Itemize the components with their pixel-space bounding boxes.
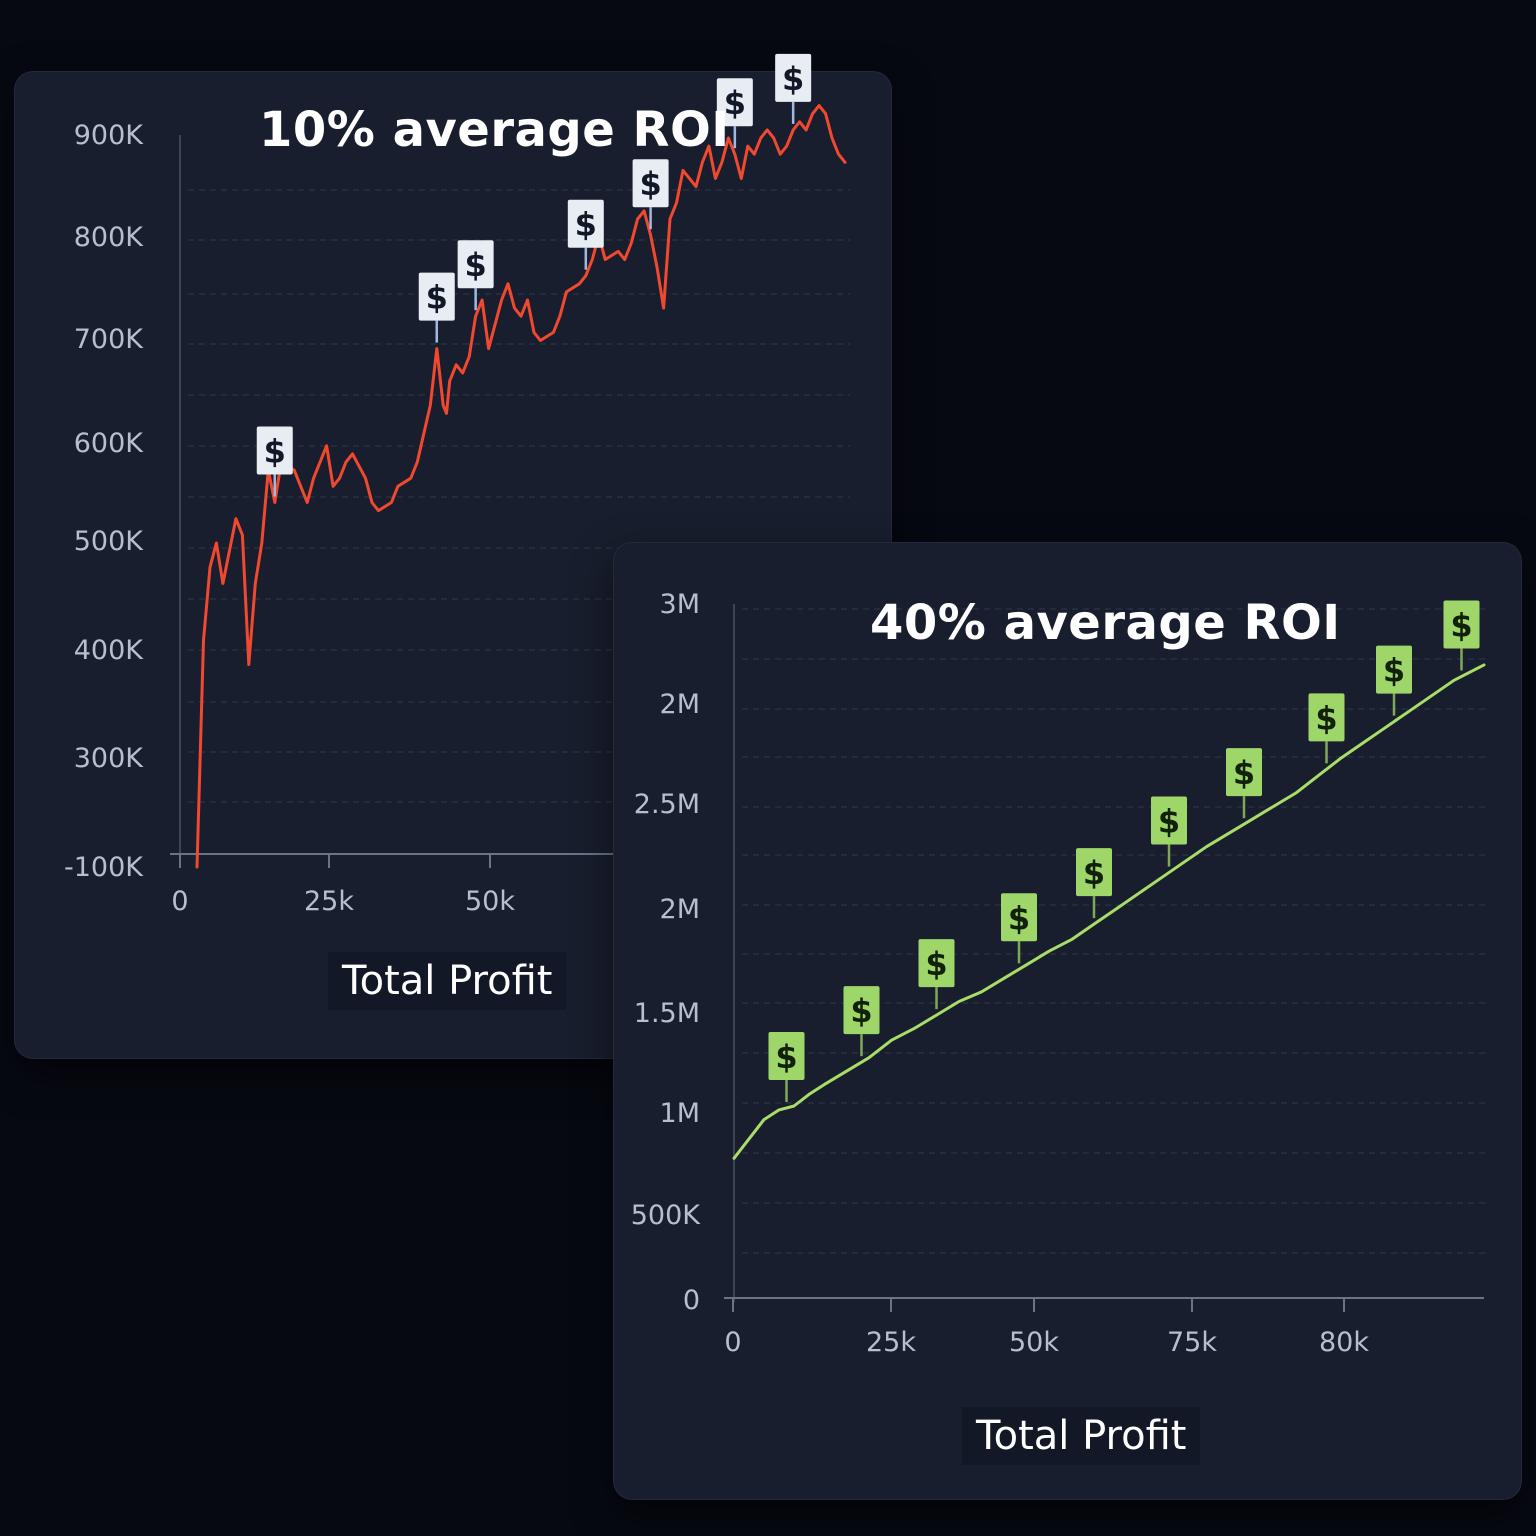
dollar-marker: $ xyxy=(1076,848,1112,919)
marker-label: $ xyxy=(465,246,487,284)
marker-label: $ xyxy=(639,165,661,203)
dollar-sign-icon xyxy=(768,1031,805,1080)
x-tick-label: 0 xyxy=(724,1327,741,1358)
x-tick-label: 50k xyxy=(1009,1327,1059,1358)
marker-label: $ xyxy=(1158,803,1180,841)
y-tick-label: 500K xyxy=(631,1200,702,1231)
dollar-marker: $ xyxy=(1376,645,1412,716)
series-line xyxy=(732,663,1486,1160)
chart-10-roi-plot: -100K 300K 400K 500K 600K 700K 800K 900K 0 25k 50k… xyxy=(64,53,850,917)
y-tick-label: 2M xyxy=(660,689,700,720)
y-tick-label: 1.5M xyxy=(634,998,700,1029)
marker-label: $ xyxy=(426,279,448,317)
dollar-sign-icon xyxy=(843,986,880,1035)
dollar-sign-icon xyxy=(716,78,753,127)
dollar-marker: $ xyxy=(1226,748,1262,819)
dollar-marker: $ xyxy=(1308,693,1345,764)
dollar-sign-icon xyxy=(418,272,455,321)
marker-label: $ xyxy=(575,206,597,244)
dollar-marker: $ xyxy=(843,986,880,1057)
marker-label: $ xyxy=(1233,754,1255,792)
y-tick-label: 0 xyxy=(683,1285,700,1316)
y-tick-label: -100K xyxy=(64,852,144,883)
series-line xyxy=(195,104,847,869)
dollar-marker: $ xyxy=(632,159,669,230)
dollar-sign-icon xyxy=(918,939,955,988)
dollar-marker: $ xyxy=(1151,796,1187,867)
dollar-sign-icon xyxy=(1076,848,1112,897)
dollar-marker: $ xyxy=(775,53,812,124)
dollar-sign-icon xyxy=(256,426,293,475)
marker-label: $ xyxy=(925,945,947,983)
dollar-sign-icon xyxy=(1308,693,1345,742)
dollar-marker: $ xyxy=(1443,600,1480,671)
dollar-sign-icon xyxy=(1151,796,1187,845)
x-axis-label: Total Profit xyxy=(328,952,567,1010)
chart-card-40-roi: 0 500K 1M 1.5M 2M 2.5M 2M 3M 0 25k 50k 75k 80k $ $ $ $ $ $… xyxy=(614,543,1521,1499)
dollar-sign-icon xyxy=(457,240,494,289)
dollar-marker: $ xyxy=(256,426,293,497)
y-tick-label: 1M xyxy=(660,1098,700,1129)
dollar-sign-icon xyxy=(567,199,604,248)
y-tick-label: 500K xyxy=(74,526,145,557)
marker-label: $ xyxy=(724,84,746,122)
y-tick-label: 300K xyxy=(74,743,145,774)
x-tick-label: 75k xyxy=(1167,1327,1217,1358)
dollar-marker: $ xyxy=(418,272,455,343)
dollar-sign-icon xyxy=(1226,748,1262,797)
y-tick-label: 3M xyxy=(660,589,700,620)
dollar-marker: $ xyxy=(716,78,753,149)
marker-label: $ xyxy=(850,992,872,1030)
dollar-sign-icon xyxy=(1001,893,1037,942)
gridlines xyxy=(742,608,1489,1254)
chart-title: 40% average ROI xyxy=(870,595,1341,651)
y-tick-label: 600K xyxy=(74,428,145,459)
y-tick-label: 900K xyxy=(74,120,145,151)
dollar-marker: $ xyxy=(1001,893,1037,964)
marker-label: $ xyxy=(775,1038,797,1076)
y-tick-label: 2M xyxy=(660,894,700,925)
y-tick-label: 700K xyxy=(74,324,145,355)
x-tick-label: 25k xyxy=(866,1327,916,1358)
y-tick-label: 800K xyxy=(74,222,145,253)
chart-40-roi-plot: 0 500K 1M 1.5M 2M 2.5M 2M 3M 0 25k 50k 75k 80k $ $ $ $ $ $… xyxy=(631,589,1489,1358)
chart-title: 10% average ROI xyxy=(259,102,730,158)
dollar-marker: $ xyxy=(457,240,494,311)
dollar-sign-icon xyxy=(632,159,669,208)
dollar-marker: $ xyxy=(768,1031,805,1102)
y-tick-label: 2.5M xyxy=(634,789,700,820)
x-tick-label: 80k xyxy=(1319,1327,1369,1358)
y-tick-label: 400K xyxy=(74,635,145,666)
x-tick-label: 0 xyxy=(171,886,188,917)
marker-label: $ xyxy=(1315,699,1337,737)
dollar-sign-icon xyxy=(775,53,812,102)
dollar-marker: $ xyxy=(567,199,604,270)
marker-label: $ xyxy=(1008,899,1030,937)
x-tick-label: 50k xyxy=(465,886,515,917)
dollar-sign-icon xyxy=(1376,645,1412,694)
x-tick-label: 25k xyxy=(304,886,354,917)
marker-label: $ xyxy=(782,60,804,98)
marker-label: $ xyxy=(264,433,286,471)
marker-label: $ xyxy=(1083,854,1105,892)
dollar-sign-icon xyxy=(1443,600,1480,649)
marker-label: $ xyxy=(1450,606,1472,644)
marker-label: $ xyxy=(1383,652,1405,690)
dollar-marker: $ xyxy=(918,939,955,1010)
x-axis-label: Total Profit xyxy=(962,1407,1201,1465)
